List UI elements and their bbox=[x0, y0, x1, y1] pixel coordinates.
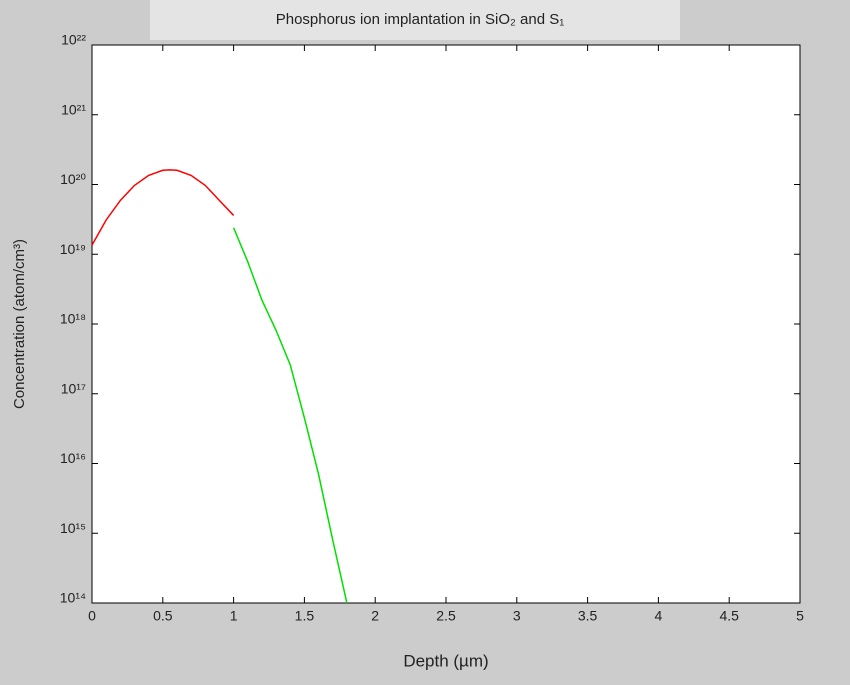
y-tick-label: 10²² bbox=[61, 32, 86, 48]
x-tick-label: 3.5 bbox=[578, 608, 598, 624]
x-tick-label: 4.5 bbox=[719, 608, 739, 624]
data-line bbox=[91, 169, 235, 246]
title-box bbox=[150, 0, 680, 40]
data-line bbox=[232, 227, 348, 604]
y-tick-label: 10¹⁴ bbox=[60, 590, 86, 606]
y-tick-label: 10²⁰ bbox=[60, 171, 86, 187]
x-tick-label: 1 bbox=[230, 608, 238, 624]
y-axis-label: Concentration (atom/cm³) bbox=[11, 239, 28, 409]
y-tick-label: 10¹⁹ bbox=[60, 241, 86, 257]
x-tick-label: 2 bbox=[371, 608, 379, 624]
x-tick-label: 1.5 bbox=[295, 608, 315, 624]
y-tick-label: 10¹⁷ bbox=[61, 380, 86, 396]
x-tick-label: 0 bbox=[88, 608, 96, 624]
x-tick-label: 0.5 bbox=[153, 608, 173, 624]
x-tick-label: 2.5 bbox=[436, 608, 456, 624]
x-tick-label: 3 bbox=[513, 608, 521, 624]
y-tick-label: 10¹⁵ bbox=[60, 520, 86, 536]
y-tick-label: 10²¹ bbox=[61, 101, 86, 117]
x-axis-label: Depth (µm) bbox=[403, 651, 488, 670]
x-tick-label: 4 bbox=[655, 608, 663, 624]
x-tick-label: 5 bbox=[796, 608, 804, 624]
y-tick-label: 10¹⁸ bbox=[60, 311, 86, 327]
y-tick-label: 10¹⁶ bbox=[60, 450, 86, 466]
chart-title: Phosphorus ion implantation in SiO₂ and … bbox=[276, 11, 565, 28]
plot-area bbox=[91, 44, 801, 604]
